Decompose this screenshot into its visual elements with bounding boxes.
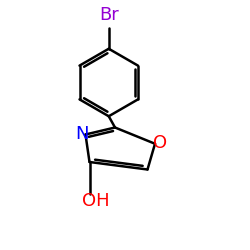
Text: O: O (154, 134, 168, 152)
Text: OH: OH (82, 192, 110, 210)
Text: N: N (75, 125, 88, 143)
Text: Br: Br (99, 6, 119, 24)
